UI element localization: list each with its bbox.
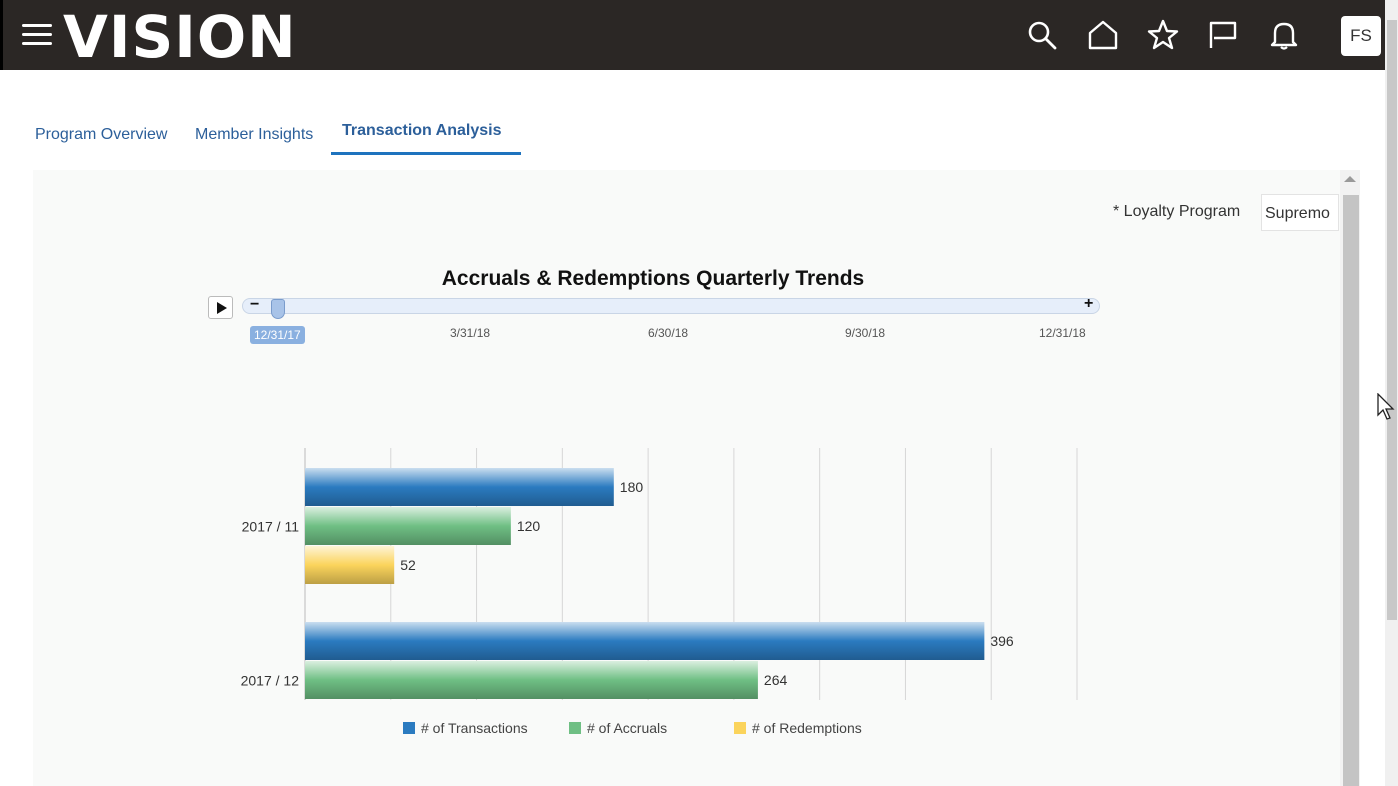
scroll-up-arrow-icon[interactable] (1344, 176, 1356, 182)
star-icon[interactable] (1146, 18, 1180, 52)
bar (305, 661, 758, 699)
menu-icon[interactable] (22, 24, 52, 48)
data-label: 120 (517, 518, 541, 534)
top-bar: VISION FS (0, 0, 1398, 71)
play-button[interactable] (208, 296, 233, 319)
legend-label: # of Redemptions (752, 720, 862, 736)
timeline-label: 9/30/18 (845, 326, 886, 340)
timeline-label: 6/30/18 (648, 326, 689, 340)
data-label: 264 (764, 672, 788, 688)
tab-transaction-analysis[interactable]: Transaction Analysis (342, 122, 502, 139)
zoom-out-icon[interactable]: − (250, 296, 260, 313)
data-label: 396 (990, 633, 1014, 649)
bar (305, 622, 985, 660)
vision-logo[interactable]: VISION (63, 3, 297, 71)
legend-swatch (403, 722, 415, 734)
data-label: 180 (620, 479, 644, 495)
legend-swatch (734, 722, 746, 734)
mouse-cursor-icon (1377, 393, 1395, 420)
legend-item-transactions[interactable]: # of Transactions (403, 720, 528, 736)
bar (305, 507, 511, 545)
chart-title: Accruals & Redemptions Quarterly Trends (441, 267, 865, 290)
legend-item-accruals[interactable]: # of Accruals (569, 720, 667, 736)
loyalty-program-label: * Loyalty Program (1113, 203, 1241, 220)
user-avatar[interactable]: FS (1341, 16, 1381, 56)
timeline-label: 12/31/18 (1039, 326, 1086, 340)
bar-chart: 050100150200250300350400450180120522017 … (241, 448, 1078, 700)
data-label: 52 (400, 557, 416, 573)
search-icon[interactable] (1025, 18, 1059, 52)
home-icon[interactable] (1086, 18, 1120, 52)
tab-member-insights[interactable]: Member Insights (195, 126, 314, 143)
legend-swatch (569, 722, 581, 734)
timeline-label-selected[interactable]: 12/31/17 (250, 326, 305, 344)
flag-icon[interactable] (1206, 18, 1240, 52)
loyalty-program-field[interactable]: Supremo (1261, 194, 1339, 231)
panel-scroll-thumb[interactable] (1343, 195, 1359, 786)
bar (305, 546, 395, 584)
timeline-label: 3/31/18 (450, 326, 491, 340)
legend-item-redemptions[interactable]: # of Redemptions (734, 720, 862, 736)
timeline-handle[interactable] (271, 299, 285, 319)
timeline-slider[interactable] (242, 298, 1100, 314)
page-scroll-thumb[interactable] (1387, 20, 1397, 620)
bar (305, 468, 614, 506)
legend-label: # of Transactions (421, 720, 528, 736)
main-content: Program Overview Member Insights Transac… (3, 70, 1385, 786)
legend-label: # of Accruals (587, 720, 668, 736)
zoom-in-icon[interactable]: + (1084, 295, 1094, 312)
category-label: 2017 / 12 (241, 673, 300, 689)
bell-icon[interactable] (1267, 18, 1301, 52)
tab-program-overview[interactable]: Program Overview (35, 126, 168, 143)
category-label: 2017 / 11 (242, 519, 300, 535)
active-tab-indicator (331, 152, 521, 155)
